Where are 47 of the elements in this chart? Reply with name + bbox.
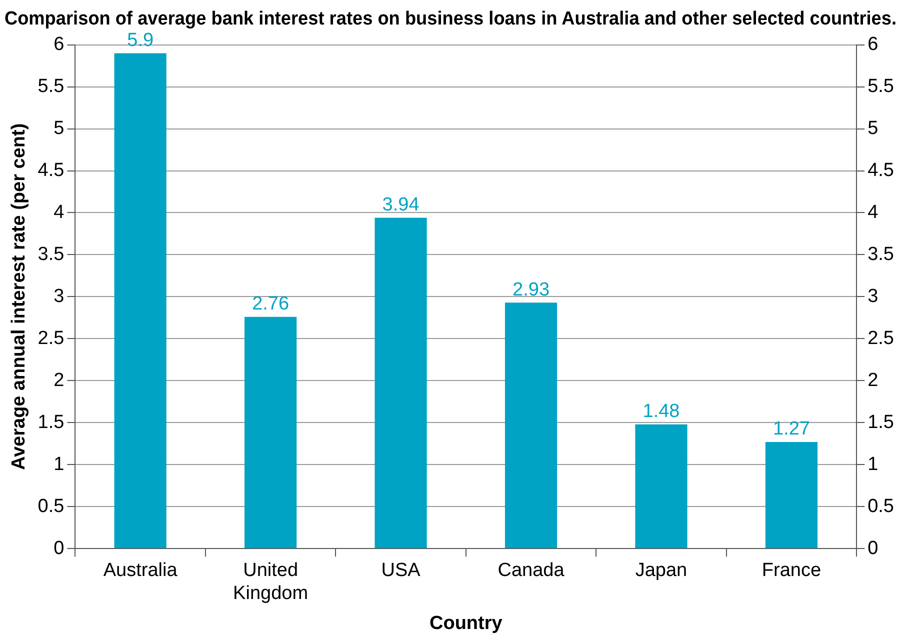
- y2-tick-label: 2: [868, 370, 878, 391]
- y-tick-label: 0.5: [38, 496, 64, 517]
- data-label: 1.48: [642, 401, 680, 422]
- x-tick-label: Japan: [635, 560, 688, 582]
- x-tick-label: USA: [381, 560, 421, 582]
- data-label: 3.94: [382, 194, 420, 216]
- y-tick-label: 5: [54, 118, 64, 139]
- y-axis-title: Average annual interest rate (per cent): [8, 123, 30, 470]
- x-tick-label: France: [762, 560, 822, 582]
- y-tick-label: 2: [54, 370, 64, 391]
- y-tick-label: 4: [54, 202, 65, 223]
- y-tick-label: 1.5: [38, 412, 64, 433]
- y2-tick-label: 5.5: [868, 76, 894, 98]
- x-axis-title: Country: [429, 612, 503, 634]
- y-tick-label: 0: [54, 538, 64, 559]
- y2-tick-label: 4.5: [868, 160, 894, 181]
- bar: [244, 316, 297, 548]
- y2-tick-label: 3: [868, 286, 878, 307]
- y-tick-label: 3.5: [38, 244, 64, 265]
- y2-tick-label: 2.5: [868, 328, 894, 349]
- y-tick-label: 6: [54, 34, 64, 56]
- data-label: 2.76: [252, 294, 290, 315]
- y2-tick-label: 5: [868, 118, 878, 139]
- bar: [374, 218, 427, 548]
- y2-tick-label: 3.5: [868, 244, 894, 265]
- bar: [635, 424, 688, 548]
- data-label: 1.27: [772, 418, 810, 440]
- y-tick-label: 1: [54, 454, 64, 475]
- y2-tick-label: 0.5: [868, 496, 894, 517]
- y-tick-label: 3: [54, 286, 64, 307]
- data-label: 5.9: [127, 30, 154, 51]
- bar: [765, 442, 818, 548]
- x-tick-label: United Kingdom: [233, 560, 308, 604]
- y2-tick-label: 4: [868, 202, 879, 223]
- y2-tick-label: 1: [868, 454, 878, 475]
- y-tick-label: 5.5: [38, 76, 64, 98]
- x-tick-label: Australia: [103, 560, 178, 582]
- y2-tick-label: 6: [868, 34, 878, 56]
- chart-title: Comparison of average bank interest rates on business loans in Australia and other selected countries.: [4, 7, 897, 29]
- bar: [114, 53, 166, 548]
- x-tick-label: Canada: [498, 560, 565, 582]
- y-tick-label: 4.5: [38, 160, 64, 181]
- bar: [504, 302, 558, 548]
- data-label: 2.93: [512, 279, 550, 300]
- y2-tick-label: 1.5: [868, 412, 894, 433]
- y-tick-label: 2.5: [38, 328, 64, 349]
- y2-tick-label: 0: [868, 538, 878, 559]
